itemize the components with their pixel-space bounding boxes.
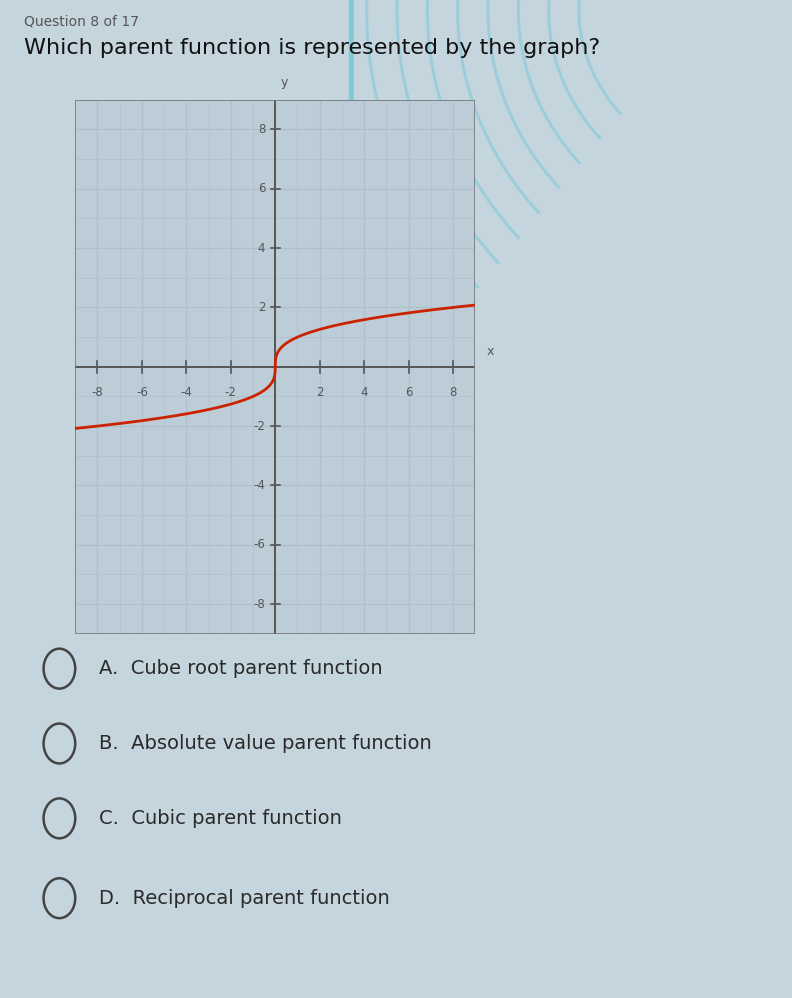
Text: Question 8 of 17: Question 8 of 17 [24,15,139,29]
Text: x: x [487,345,494,358]
Text: -6: -6 [253,538,265,551]
Text: 8: 8 [449,386,457,399]
Text: -8: -8 [92,386,103,399]
Text: -4: -4 [181,386,192,399]
Text: 2: 2 [316,386,323,399]
Text: -2: -2 [225,386,237,399]
Text: D.  Reciprocal parent function: D. Reciprocal parent function [99,888,390,908]
Text: y: y [280,76,287,89]
Text: -4: -4 [253,479,265,492]
Text: 6: 6 [405,386,413,399]
Text: -2: -2 [253,419,265,432]
Text: 4: 4 [257,242,265,254]
Text: Which parent function is represented by the graph?: Which parent function is represented by … [24,38,600,58]
Text: 4: 4 [360,386,367,399]
Text: 2: 2 [257,301,265,314]
Text: -6: -6 [136,386,148,399]
Text: C.  Cubic parent function: C. Cubic parent function [99,808,342,828]
Text: -8: -8 [253,598,265,611]
Text: 8: 8 [258,123,265,136]
Text: B.  Absolute value parent function: B. Absolute value parent function [99,734,432,753]
Text: 6: 6 [257,183,265,196]
Text: A.  Cube root parent function: A. Cube root parent function [99,659,383,679]
